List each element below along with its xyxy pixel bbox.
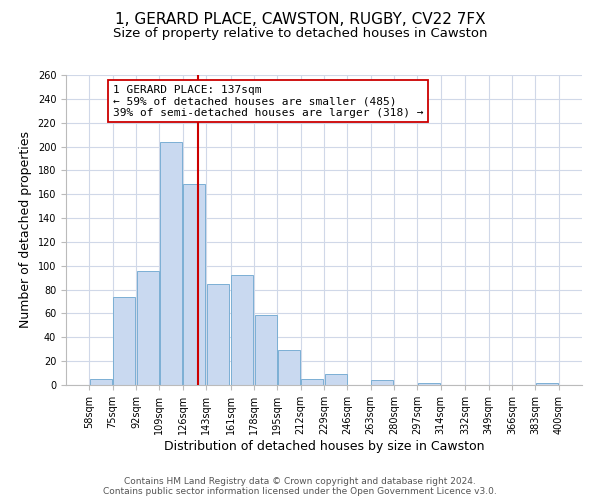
Text: Contains public sector information licensed under the Open Government Licence v3: Contains public sector information licen… [103,486,497,496]
Bar [90,379,112,385]
Text: 1 GERARD PLACE: 137sqm
← 59% of detached houses are smaller (485)
39% of semi-de: 1 GERARD PLACE: 137sqm ← 59% of detached… [113,84,423,117]
Bar [137,270,159,385]
X-axis label: Distribution of detached houses by size in Cawston: Distribution of detached houses by size … [164,440,484,452]
Y-axis label: Number of detached properties: Number of detached properties [19,132,32,328]
Bar [418,382,440,385]
Text: Contains HM Land Registry data © Crown copyright and database right 2024.: Contains HM Land Registry data © Crown c… [124,476,476,486]
Text: 1, GERARD PLACE, CAWSTON, RUGBY, CV22 7FX: 1, GERARD PLACE, CAWSTON, RUGBY, CV22 7F… [115,12,485,28]
Bar [536,382,558,385]
Bar [206,284,229,385]
Bar [254,314,277,385]
Bar [231,276,253,385]
Bar [278,350,300,385]
Bar [301,379,323,385]
Bar [183,184,205,385]
Bar [160,142,182,385]
Bar [113,297,136,385]
Bar [371,380,394,385]
Bar [325,374,347,385]
Text: Size of property relative to detached houses in Cawston: Size of property relative to detached ho… [113,28,487,40]
